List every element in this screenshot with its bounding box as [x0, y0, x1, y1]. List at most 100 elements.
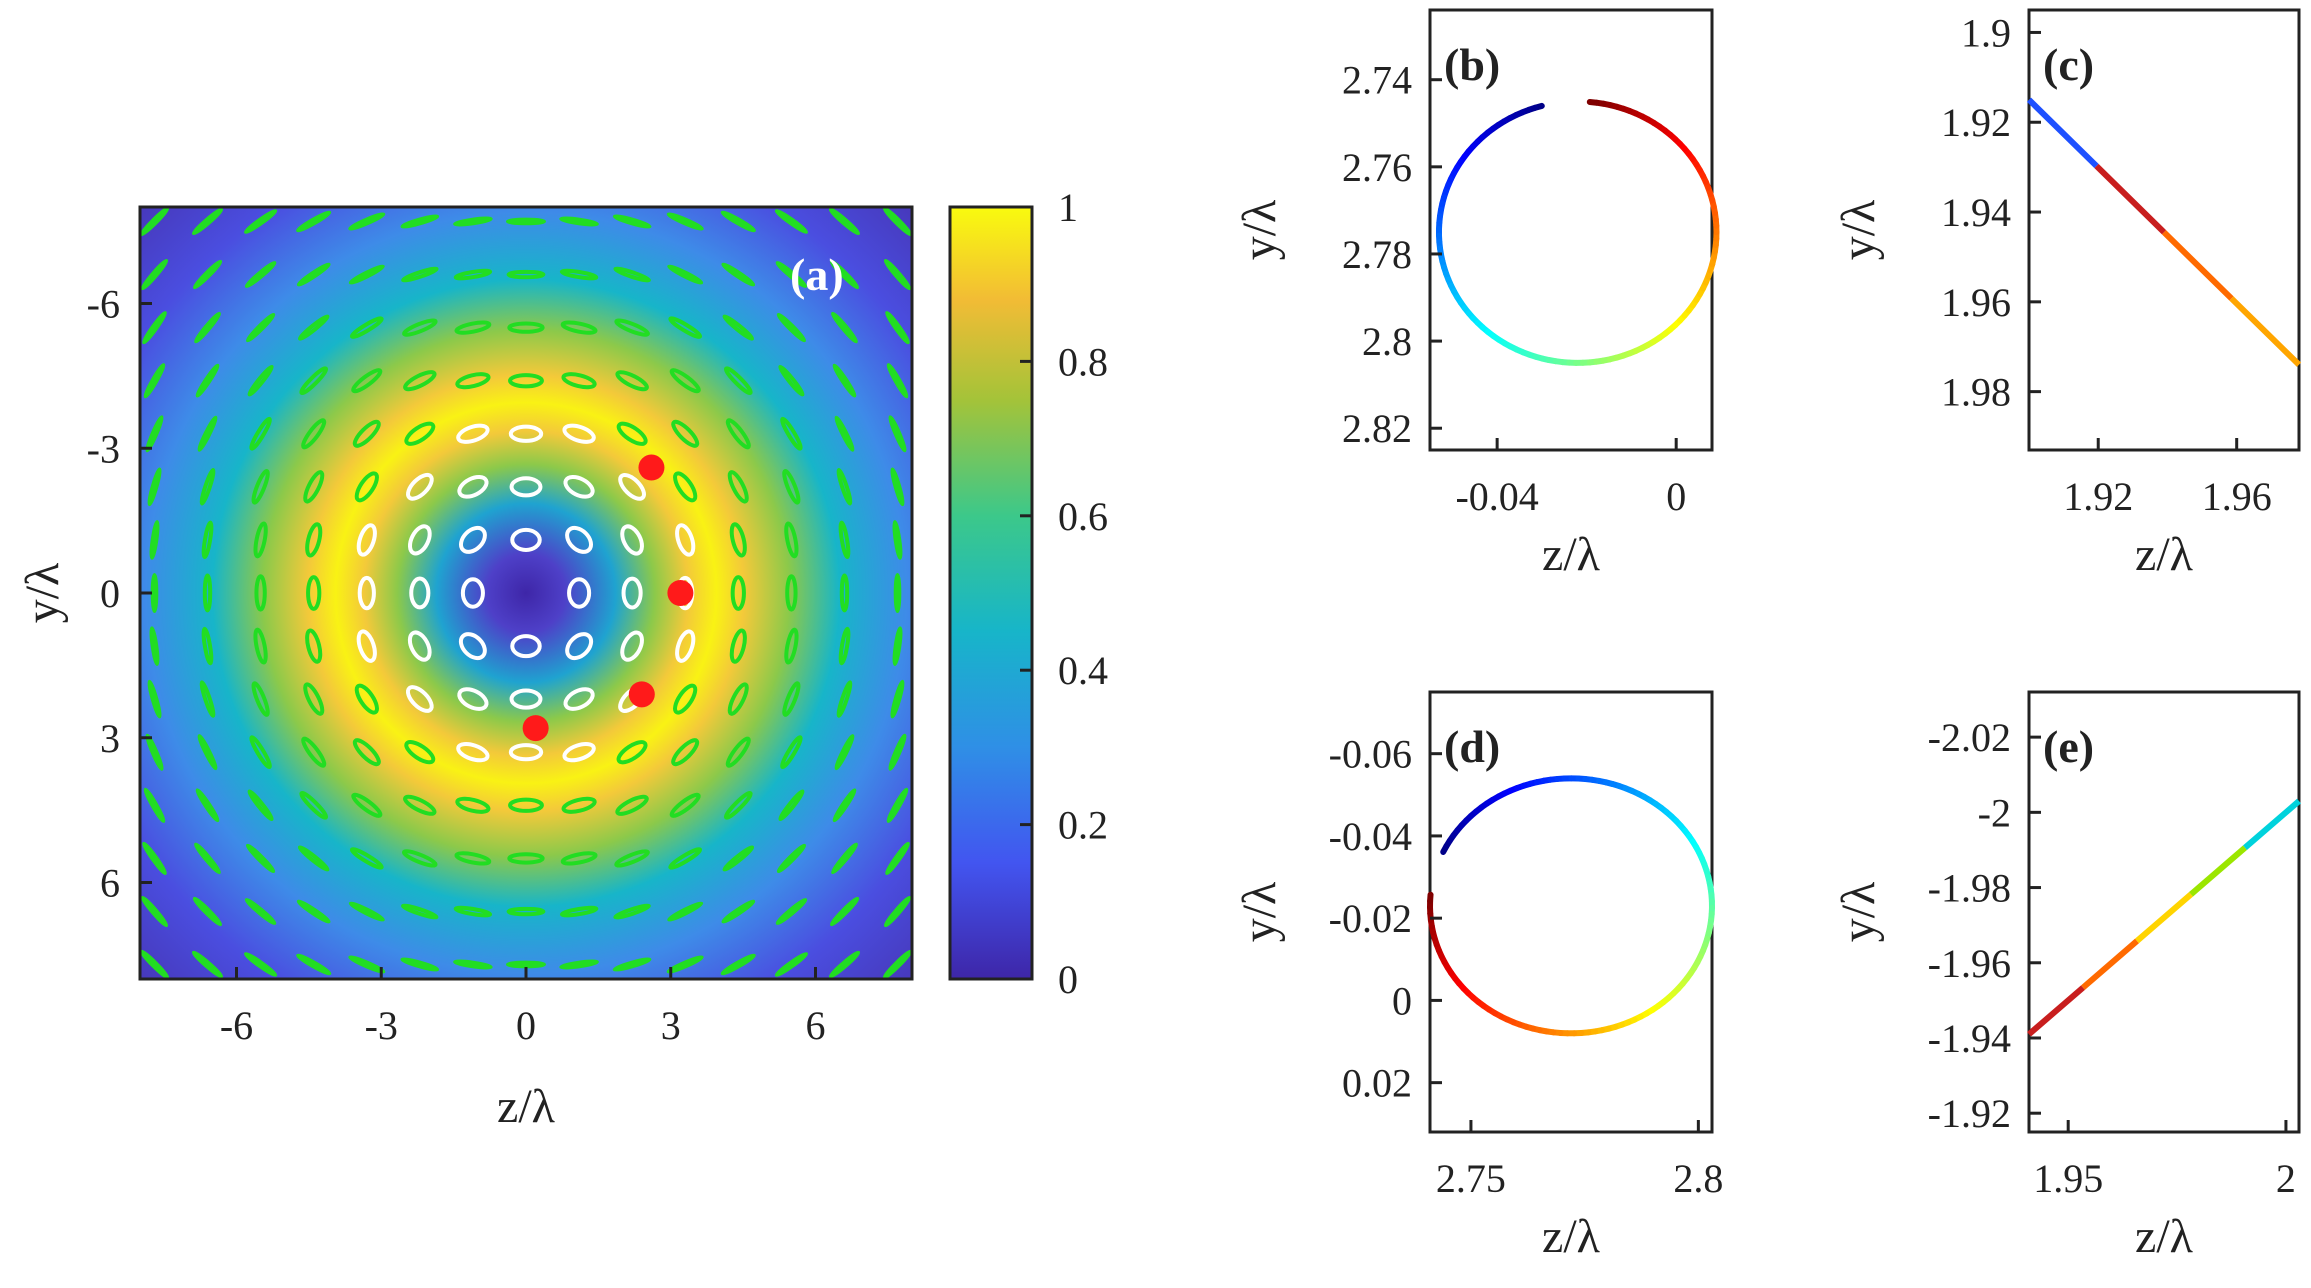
- polarization-ellipse: [303, 682, 325, 716]
- panel-frame: [1428, 690, 1714, 1134]
- polarization-ellipse: [883, 258, 912, 291]
- polarization-ellipse: [721, 899, 756, 924]
- polarization-ellipse: [402, 318, 438, 337]
- polarization-ellipse: [614, 318, 650, 337]
- y-tick-label: 1.96: [1941, 280, 2011, 325]
- y-tick-label: 1.9: [1961, 10, 2011, 55]
- y-tick-label: -0.02: [1329, 896, 1412, 941]
- trajectory-segment: [2229, 296, 2302, 367]
- polarization-ellipse: [725, 736, 751, 768]
- y-tick-label: 2.74: [1342, 58, 1412, 103]
- singular-point: [628, 681, 655, 708]
- polarization-ellipse: [667, 901, 704, 922]
- panel-a-y-label: y/λ: [16, 562, 69, 623]
- polarization-ellipse: [828, 950, 861, 979]
- polarization-ellipse: [561, 372, 597, 390]
- polarization-ellipse: [723, 366, 753, 396]
- polarization-ellipse: [778, 364, 805, 397]
- polarization-ellipse: [615, 794, 649, 816]
- panel-e: 1.95 2 -2.02 -2 -1.98 -1.96 -1.94 -1.92 z/λ y/λ (e…: [1832, 690, 2301, 1263]
- polarization-ellipse: [348, 264, 385, 285]
- y-tick-label: 2.76: [1342, 145, 1412, 190]
- polarization-ellipse: [780, 735, 803, 770]
- singular-point: [638, 454, 665, 481]
- polarization-ellipse: [839, 573, 850, 613]
- polarization-ellipse: [508, 373, 544, 389]
- polarization-ellipse: [667, 264, 704, 285]
- x-tick-label: 0: [516, 1003, 536, 1048]
- polarization-ellipse: [721, 262, 756, 287]
- polarization-ellipse: [829, 259, 860, 290]
- polarization-ellipse: [352, 419, 381, 448]
- y-tick-label: 1.94: [1941, 190, 2011, 235]
- polarization-ellipse: [888, 733, 907, 771]
- colorbar-tick-label: 1: [1058, 185, 1078, 230]
- polarization-ellipse: [725, 418, 751, 450]
- polarization-ellipse: [893, 573, 902, 614]
- y-tick-label: 1.98: [1941, 370, 2011, 415]
- polarization-ellipse: [892, 626, 903, 666]
- y-tick-label: 2.82: [1342, 406, 1412, 451]
- polarization-ellipse: [403, 794, 437, 816]
- polarization-ellipse: [251, 469, 270, 505]
- polarization-ellipse: [356, 523, 377, 557]
- polarization-ellipse: [348, 901, 385, 922]
- polarization-ellipse: [510, 527, 542, 552]
- polarization-ellipse: [296, 899, 331, 924]
- polarization-ellipse: [775, 897, 808, 926]
- polarization-ellipse: [838, 520, 851, 560]
- polarization-ellipse: [348, 212, 386, 231]
- polarization-ellipse: [613, 903, 651, 920]
- trajectory: [2027, 798, 2301, 1037]
- polarization-ellipse: [296, 953, 332, 976]
- polarization-ellipse: [404, 421, 436, 446]
- x-axis-label: z/λ: [1542, 528, 1601, 581]
- y-tick-label: -2.02: [1928, 715, 2011, 760]
- polarization-ellipse: [675, 629, 696, 663]
- polarization-ellipse: [782, 681, 801, 717]
- polarization-ellipse: [727, 470, 749, 504]
- trajectory-segment: [2094, 163, 2167, 235]
- polarization-ellipse: [508, 743, 544, 762]
- polarization-ellipse: [453, 268, 493, 281]
- polarization-ellipse: [668, 316, 703, 339]
- polarization-ellipse: [140, 258, 169, 291]
- polarization-ellipse: [199, 468, 216, 506]
- polarization-ellipse: [453, 216, 493, 227]
- polarization-ellipse: [559, 216, 599, 227]
- polarization-ellipse: [668, 847, 703, 870]
- polarization-ellipse: [559, 959, 599, 970]
- polarization-ellipse: [354, 471, 379, 503]
- polarization-ellipse: [249, 416, 272, 451]
- polarization-ellipse: [782, 469, 801, 505]
- polarization-ellipse: [354, 683, 379, 715]
- polarization-ellipse: [349, 847, 384, 870]
- polarization-ellipse: [620, 524, 644, 556]
- y-tick-label: -1.94: [1928, 1016, 2011, 1061]
- polarization-ellipse: [406, 472, 434, 501]
- trajectory: [1427, 775, 1715, 1037]
- y-tick-label: -6: [87, 282, 120, 327]
- x-tick-label: 2.75: [1436, 1156, 1506, 1201]
- polarization-ellipse: [673, 471, 698, 503]
- polarization-ellipse: [883, 895, 912, 928]
- polarization-ellipse: [400, 957, 440, 972]
- polarization-ellipse: [673, 683, 698, 715]
- y-axis-label: y/λ: [1832, 881, 1885, 942]
- polarization-ellipse: [301, 418, 327, 450]
- polarization-ellipse: [784, 521, 799, 559]
- polarization-ellipse: [776, 843, 807, 874]
- y-tick-label: -0.04: [1329, 814, 1412, 859]
- y-tick-label: -1.92: [1928, 1091, 2011, 1136]
- y-tick-label: 2.8: [1362, 319, 1412, 364]
- singular-point: [667, 580, 694, 606]
- trajectory: [1435, 98, 1720, 366]
- polarization-ellipse: [150, 573, 159, 614]
- trajectory-segment: [2026, 97, 2099, 169]
- polarization-ellipse: [455, 372, 491, 390]
- polarization-ellipse: [729, 628, 747, 664]
- y-tick-label: -0.06: [1329, 732, 1412, 777]
- polarization-ellipse: [666, 212, 704, 231]
- polarization-ellipses: [140, 207, 912, 979]
- colorbar: [948, 205, 1034, 981]
